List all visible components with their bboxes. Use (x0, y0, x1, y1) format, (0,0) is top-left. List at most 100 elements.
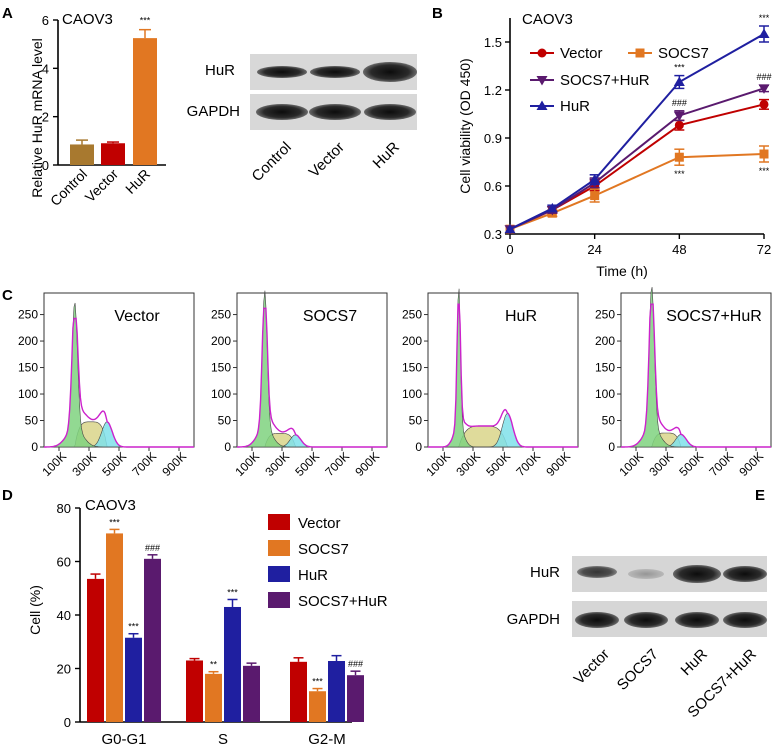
panel-d-bar-socs7-s (205, 673, 222, 722)
blot-a-band-hur-vector (310, 66, 360, 78)
panel-d-bar-hur-g2-m (328, 661, 345, 722)
panel-b-legend-label-socs7: SOCS7 (658, 45, 709, 62)
histogram-ytick-label: 150 (18, 361, 38, 375)
blot-a-lane-vector: Vector (306, 139, 348, 181)
panel-b-point-hur (758, 28, 770, 38)
panel-a-bar-control (70, 144, 94, 165)
histogram-ytick-label: 100 (595, 387, 615, 401)
histogram-title: SOCS7+HuR (666, 308, 762, 325)
blot-e-band-hur-hur (673, 565, 721, 583)
panel-d-bar-vector-g2-m (290, 661, 307, 722)
panel-d-bar-hur-s (224, 606, 241, 722)
panel-b-legend-label-socs7-hur: SOCS7+HuR (560, 72, 650, 89)
histogram-xtick-label: 900K (543, 449, 573, 479)
panel-b-point-socs7 (590, 191, 600, 201)
histogram-ytick-label: 150 (211, 361, 231, 375)
blot-a-lane-control: Control (249, 139, 295, 185)
panel-b-ytick-label: 1.5 (484, 35, 502, 50)
panel-d-bar-socs7-g0-g1 (106, 533, 123, 722)
histogram-xtick-label: 500K (99, 449, 129, 479)
histogram-xtick-label: 700K (513, 449, 543, 479)
panel-a-xlabel-control: Control (47, 166, 90, 209)
blot-a-band-hur-control (257, 66, 307, 78)
histogram-xtick-label: 300K (646, 449, 676, 479)
histogram-xtick-label: 100K (423, 449, 453, 479)
panel-b-point-socs7 (674, 152, 684, 162)
blot-a-band-gapdh-hur (364, 104, 416, 120)
histogram-title: HuR (505, 308, 537, 325)
histogram-xtick-label: 300K (69, 449, 99, 479)
histogram-ytick-label: 0 (608, 440, 615, 454)
blot-e-band-gapdh-hur (675, 612, 719, 628)
panel-d-xlabel-g2-m: G2-M (308, 731, 346, 748)
blot-e-band-gapdh-socs7-hur (723, 612, 767, 628)
panel-b-point-hur (673, 76, 685, 86)
panel-b-legend-marker-hur (536, 100, 548, 110)
panel-d-ytick-label: 40 (57, 608, 71, 623)
blot-e-band-hur-vector (577, 566, 617, 578)
panel-b-legend-label-hur: HuR (560, 98, 590, 115)
blot-a-lane-hur: HuR (370, 139, 403, 172)
histogram-xtick-label: 900K (736, 449, 766, 479)
histogram-xtick-label: 100K (616, 449, 646, 479)
panel-a-ytick-label: 6 (42, 13, 49, 28)
blot-a-band-gapdh-control (256, 104, 308, 120)
histogram-ytick-label: 250 (211, 308, 231, 322)
panel-d-ytick-label: 20 (57, 662, 71, 677)
blot-a-band-hur-hur (363, 62, 417, 82)
histogram-xtick-label: 500K (483, 449, 513, 479)
histogram-xtick-label: 300K (262, 449, 292, 479)
blot-a-row-hur: HuR (205, 62, 235, 79)
histogram-xtick-label: 100K (232, 449, 262, 479)
histogram-ytick-label: 50 (602, 414, 616, 428)
panel-b-xtick-label: 48 (672, 242, 686, 257)
panel-d-xlabel-s: S (218, 731, 228, 748)
panel-a-ylabel: Relative HuR mRNA level (29, 38, 45, 198)
blot-e-band-hur-socs7-hur (723, 566, 767, 582)
histogram-xtick-label: 300K (453, 449, 483, 479)
blot-a-row-gapdh: GAPDH (187, 103, 240, 120)
blot-e-row-hur: HuR (530, 564, 560, 581)
panel-a: A CAOV3 Relative HuR mRNA level 0 2 4 6 Con… (2, 5, 417, 209)
histogram-socs7: 0 50 100 150 200 250 100K 300K 500K 700K 900K SOCS7 (211, 290, 388, 479)
panel-d-sig-mark: *** (109, 517, 120, 527)
panel-b-title: CAOV3 (522, 11, 573, 28)
panel-d-sig-mark: ### (145, 543, 160, 553)
panel-b: B CAOV3 Cell viability (OD 450) Time (h)… (432, 5, 772, 279)
panel-b-point-socs7 (759, 149, 769, 159)
panel-b-sig-mark: *** (674, 169, 685, 179)
panel-d-legend-swatch-vector (268, 514, 290, 530)
histogram-ytick-label: 150 (402, 361, 422, 375)
panel-b-point-vector (674, 120, 684, 130)
histogram-xtick-label: 900K (352, 449, 382, 479)
blot-e-lane-socs7: SOCS7 (614, 646, 662, 694)
panel-d-legend-label-socs7: SOCS7 (298, 541, 349, 558)
panel-d-legend-label-vector: Vector (298, 515, 341, 532)
histogram-xtick-label: 500K (292, 449, 322, 479)
histogram-title: Vector (114, 308, 160, 325)
panel-a-ytick-label: 2 (42, 110, 49, 125)
panel-e: E HuR GAPDH Vector SOCS7 HuR SOCS7+HuR (507, 487, 767, 721)
panel-d-sig-mark: ### (348, 659, 363, 669)
blot-e-lane-vector: Vector (571, 646, 613, 688)
histogram-ytick-label: 100 (211, 387, 231, 401)
histogram-ytick-label: 0 (415, 440, 422, 454)
histogram-xtick-label: 700K (129, 449, 159, 479)
histogram-ytick-label: 200 (595, 334, 615, 348)
histogram-ytick-label: 50 (218, 414, 232, 428)
histogram-vector: 0 50 100 150 200 250 100K 300K 500K 700K 900K Vecto… (18, 292, 195, 479)
panel-d-bar-socs7-hur-g2-m (347, 675, 364, 722)
histogram-ytick-label: 200 (211, 334, 231, 348)
panel-b-ytick-label: 0.6 (484, 179, 502, 194)
histogram-ytick-label: 50 (25, 414, 39, 428)
panel-b-xtick-label: 24 (587, 242, 601, 257)
panel-b-sig-mark: *** (759, 13, 770, 23)
panel-d-bar-vector-g0-g1 (87, 578, 104, 722)
panel-b-point-socs7-hur (758, 84, 770, 94)
histogram-fit-line (621, 303, 771, 448)
histogram-ytick-label: 200 (402, 334, 422, 348)
panel-b-ylabel: Cell viability (OD 450) (457, 58, 473, 193)
panel-b-point-hur (546, 202, 558, 213)
